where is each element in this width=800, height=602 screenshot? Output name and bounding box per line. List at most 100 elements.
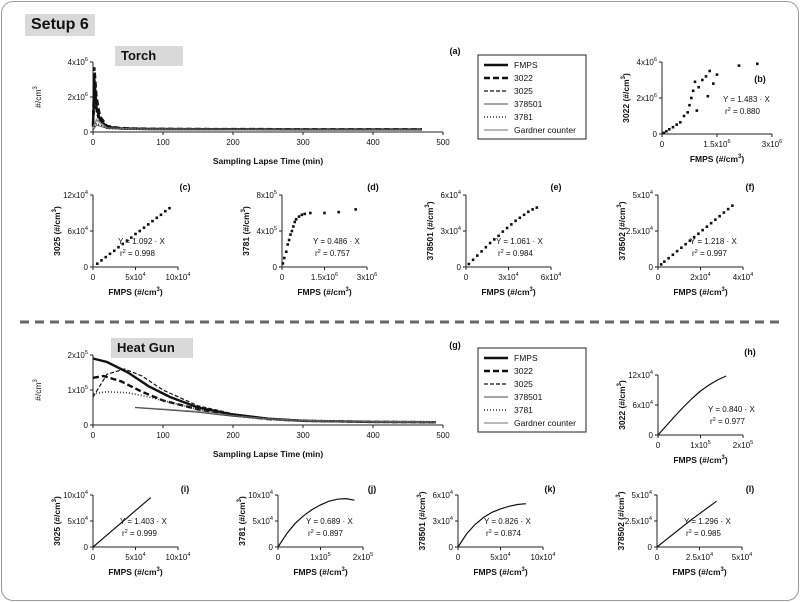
data-point <box>518 216 522 220</box>
data-curve <box>657 375 727 436</box>
data-point <box>100 259 103 262</box>
data-point <box>471 258 475 262</box>
section-title-torch: Torch <box>115 46 183 66</box>
x-tick-label: 4x104 <box>733 272 753 282</box>
panel-c: 0 5x104 10x104 0 6x104 12x104 FMPS (#/cm3) 3025… <box>52 182 191 297</box>
data-point <box>535 206 539 209</box>
data-point <box>722 211 726 214</box>
x-tick-label: 5x104 <box>490 552 510 562</box>
x-tick-label: 400 <box>366 138 380 147</box>
fit-r-squared: r2 = 0.977 <box>710 417 745 426</box>
data-curve <box>92 497 152 548</box>
legend-label: Gardner counter <box>514 125 576 135</box>
y-tick-label: 4x105 <box>257 226 277 236</box>
data-point <box>688 103 691 107</box>
data-point <box>484 245 488 249</box>
x-tick-label: 1.5x106 <box>703 139 730 149</box>
x-tick-label: 0 <box>656 273 661 282</box>
x-tick-label: 3x106 <box>357 272 377 282</box>
data-curve <box>277 497 355 548</box>
x-tick-label: 6x104 <box>541 272 561 282</box>
data-point <box>467 262 471 266</box>
x-tick-label: 0 <box>91 273 96 282</box>
data-point <box>121 242 125 246</box>
series-line-fmps <box>91 79 422 131</box>
data-point <box>686 111 689 114</box>
data-point <box>293 220 297 224</box>
y-tick-label: 6x104 <box>633 400 653 410</box>
data-point <box>112 249 116 253</box>
fit-r-squared: r2 = 0.757 <box>315 249 350 258</box>
data-point <box>289 233 292 236</box>
x-tick-label: 0 <box>91 553 96 562</box>
data-point <box>693 80 697 84</box>
y-tick-label: 0 <box>84 421 89 430</box>
fit-r-squared: r2 = 0.999 <box>122 529 157 538</box>
y-tick-label: 0 <box>649 263 654 272</box>
data-point <box>138 229 142 233</box>
panel-label: (j) <box>368 484 377 494</box>
data-point <box>151 219 154 223</box>
fit-equation: Y = 1.296 · X <box>684 517 731 526</box>
y-tick-label: 3x104 <box>441 226 461 236</box>
data-point <box>756 62 759 66</box>
y-tick-label: 8x105 <box>257 190 277 200</box>
y-axis-title: 3781 (#/cm3) <box>241 206 251 256</box>
x-tick-label: 0 <box>656 441 661 450</box>
fit-equation: Y = 0.826 · X <box>484 517 531 526</box>
panel-label: (a) <box>450 46 461 56</box>
x-tick-label: 500 <box>436 138 450 147</box>
x-tick-label: 5x104 <box>732 552 752 562</box>
data-point <box>134 232 137 236</box>
y-tick-label: 1x105 <box>68 385 88 395</box>
data-point <box>697 232 700 236</box>
data-point <box>668 128 671 131</box>
x-tick-label: 5x104 <box>125 552 145 562</box>
panel-label: (l) <box>746 484 755 494</box>
y-tick-label: 6x104 <box>433 490 453 500</box>
x-tick-label: 200 <box>226 138 240 147</box>
y-axis-title: 378502 (#/cm3) <box>617 201 627 260</box>
data-point <box>155 216 159 220</box>
y-tick-label: 4x106 <box>68 57 88 67</box>
legend-label: FMPS <box>514 60 538 70</box>
data-point <box>284 250 288 253</box>
data-point <box>488 241 492 245</box>
data-point <box>684 242 687 246</box>
y-tick-label: 0 <box>648 543 653 552</box>
x-tick-label: 1.5x106 <box>311 272 338 282</box>
fit-equation: Y = 1.483 · X <box>723 95 770 104</box>
legend-box <box>477 347 587 433</box>
legend-label: 3022 <box>514 366 533 376</box>
y-tick-label: 0 <box>653 130 658 139</box>
data-point <box>104 255 108 259</box>
y-tick-label: 5x104 <box>253 516 273 526</box>
x-tick-label: 2x105 <box>353 552 373 562</box>
series-line-fmps <box>92 357 437 424</box>
data-point <box>309 211 312 215</box>
panel-b: 0 1.5x106 3x106 0 2x106 4x106 FMPS (#/cm3) 3022… <box>621 57 782 164</box>
data-point <box>497 234 500 238</box>
series-line-gardner-counter <box>92 124 422 131</box>
legend-heat-gun: FMPS 3022 3025 378501 3781 Gardner counter <box>477 347 587 433</box>
y-axis-title: 3025 (#/cm3) <box>52 206 62 256</box>
data-point <box>300 213 304 217</box>
y-axis-title: 378501 (#/cm3) <box>425 201 435 260</box>
x-axis-title: FMPS (#/cm3) <box>481 287 536 297</box>
data-point <box>501 230 505 233</box>
data-point <box>665 130 668 133</box>
fit-equation: Y = 1.218 · X <box>690 237 737 246</box>
data-point <box>671 125 675 129</box>
y-tick-label: 12x104 <box>63 190 88 200</box>
y-tick-label: 2x106 <box>637 93 657 103</box>
x-axis-title: FMPS (#/cm3) <box>673 287 728 297</box>
x-tick-label: 200 <box>226 431 240 440</box>
legend-label: FMPS <box>514 353 538 363</box>
fit-r-squared: r2 = 0.997 <box>692 249 727 258</box>
data-point <box>282 256 286 260</box>
y-tick-label: 2x105 <box>68 350 88 360</box>
fit-equation: Y = 1.061 · X <box>496 237 543 246</box>
y-tick-label: 2x106 <box>68 92 88 102</box>
